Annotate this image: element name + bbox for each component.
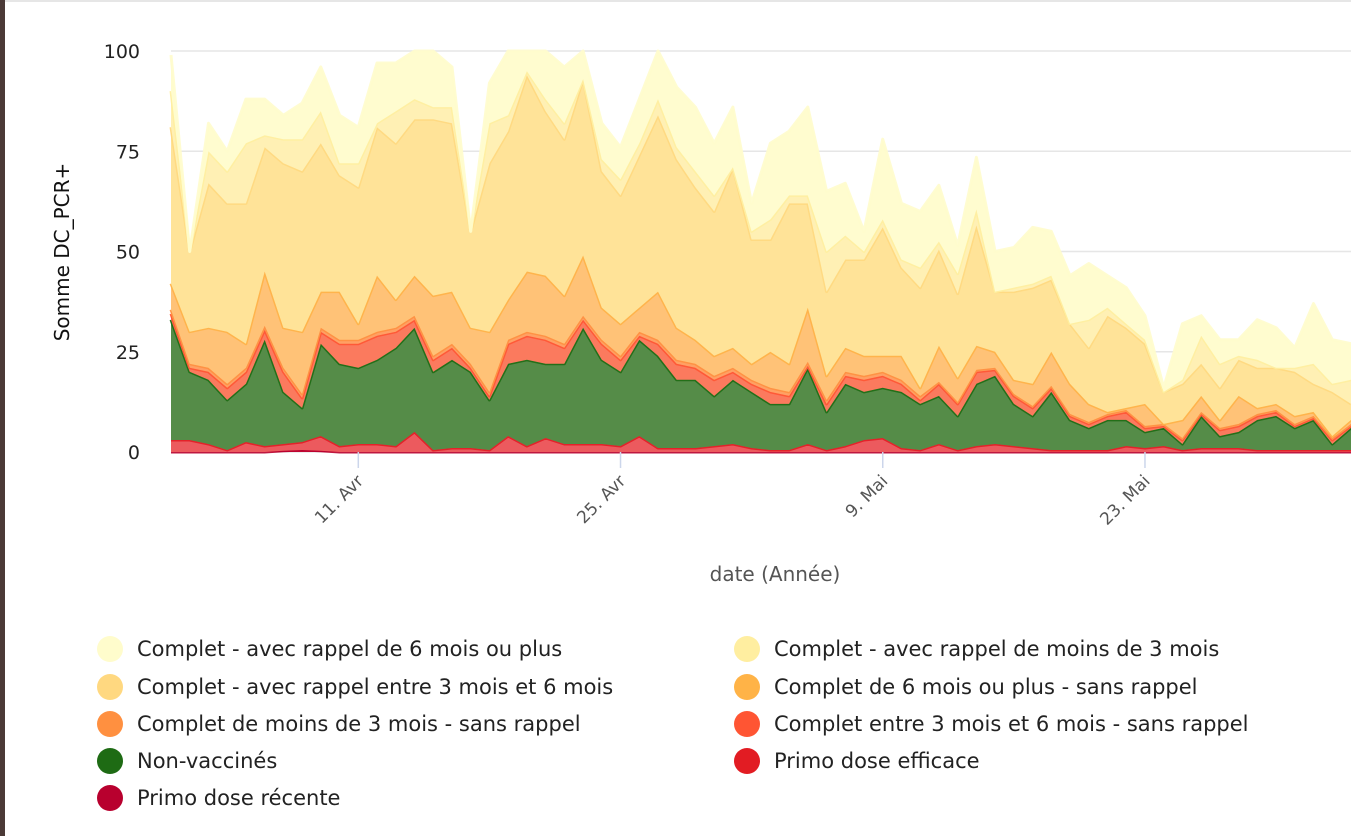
legend-item[interactable]: Primo dose efficace [734,746,980,776]
legend-item[interactable]: Complet entre 3 mois et 6 mois - sans ra… [734,709,1249,739]
legend-item[interactable]: Complet de 6 mois ou plus - sans rappel [734,672,1198,702]
legend-item[interactable]: Complet - avec rappel entre 3 mois et 6 … [97,672,613,702]
y-tick-label: 100 [104,41,140,63]
y-tick-label: 0 [128,442,140,464]
legend-label: Complet de 6 mois ou plus - sans rappel [774,675,1198,699]
x-tick-label: 23. Mai [1096,471,1154,529]
legend-item[interactable]: Complet - avec rappel de 6 mois ou plus [97,634,562,664]
stacked-area-chart: 0 25 50 75 100 11. Avr 25. Avr 9. Mai 23. Mai S… [50,41,1351,586]
legend-swatch-icon [97,636,123,662]
legend-item[interactable]: Complet de moins de 3 mois - sans rappel [97,709,581,739]
legend-item[interactable]: Complet - avec rappel de moins de 3 mois [734,634,1219,664]
area-series [169,49,1351,454]
area-complet-avec-rappel-de-moins-de-3-mois [171,71,1351,404]
legend-swatch-icon [734,636,760,662]
legend-swatch-icon [734,711,760,737]
legend-label: Non-vaccinés [137,749,278,773]
x-tick-label: 25. Avr [573,471,630,528]
legend-swatch-icon [734,674,760,700]
legend-label: Complet entre 3 mois et 6 mois - sans ra… [774,712,1249,736]
area-complet-entre-3-mois-et-6-mois-sans-rappel [171,313,1351,444]
legend-label: Primo dose efficace [774,749,980,773]
legend-label: Complet - avec rappel entre 3 mois et 6 … [137,675,614,699]
legend-swatch-icon [97,785,123,811]
x-tick-label: 11. Avr [311,471,368,528]
x-axis-ticks: 11. Avr 25. Avr 9. Mai 23. Mai [311,452,1155,530]
legend-swatch-icon [97,711,123,737]
area-complet-de-moins-de-3-mois-sans-rappel [171,309,1351,440]
area-complet-avec-rappel-de-6-mois-ou-plus [171,51,1351,392]
legend-label: Complet de moins de 3 mois - sans rappel [137,712,581,736]
legend-label: Complet - avec rappel de moins de 3 mois [774,637,1220,661]
y-tick-label: 50 [116,242,140,264]
area-primo-dose-efficace [171,431,1351,452]
y-tick-label: 25 [116,342,140,364]
series-line [169,49,1351,390]
legend-item[interactable]: Primo dose récente [97,783,340,813]
legend-swatch-icon [97,674,123,700]
y-axis-title: Somme DC_PCR+ [50,163,74,342]
area-non-vaccin-s [171,319,1351,450]
window-left-border [0,0,5,836]
top-divider [5,0,1351,2]
legend-label: Primo dose récente [137,786,341,810]
legend-swatch-icon [734,748,760,774]
legend-swatch-icon [97,748,123,774]
y-tick-label: 75 [116,141,140,163]
area-complet-de-6-mois-ou-plus-sans-rappel [171,255,1351,438]
y-axis-ticks: 0 25 50 75 100 [104,41,140,464]
legend-item[interactable]: Non-vaccinés [97,746,277,776]
x-tick-label: 9. Mai [842,471,893,522]
legend-label: Complet - avec rappel de 6 mois ou plus [137,637,563,661]
x-axis-title: date (Année) [710,562,841,586]
area-complet-avec-rappel-entre-3-mois-et-6-mois [171,75,1351,436]
